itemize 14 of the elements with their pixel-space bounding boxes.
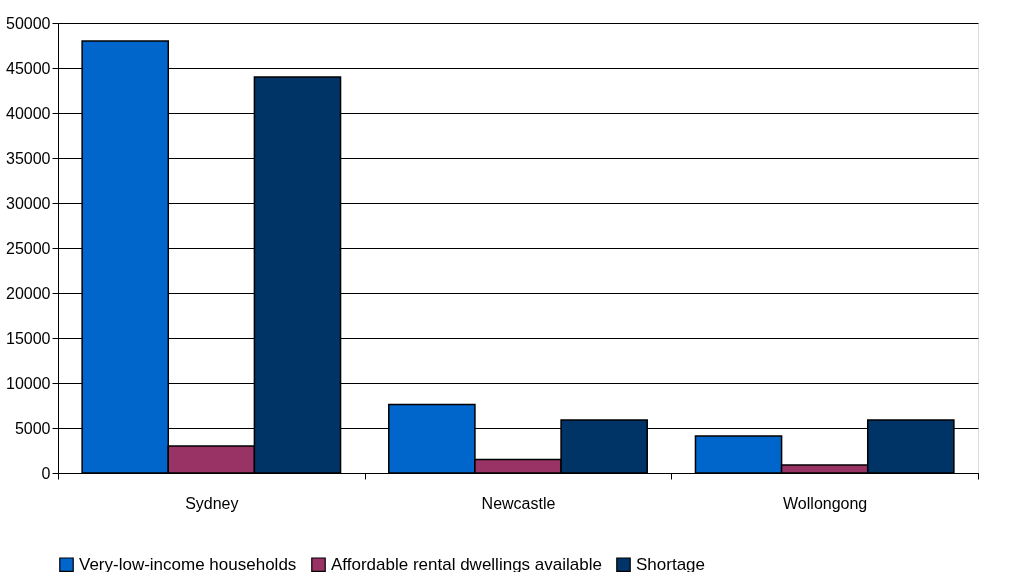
y-tick-label: 30000 <box>6 194 51 212</box>
y-tick-label: 50000 <box>6 14 51 32</box>
y-tick-label: 45000 <box>6 59 51 77</box>
y-tick-label: 25000 <box>6 239 51 257</box>
y-tick-label: 5000 <box>14 419 51 437</box>
y-tick-label: 0 <box>41 464 51 482</box>
y-tick-label: 15000 <box>6 329 51 347</box>
x-tick-label: Newcastle <box>481 494 556 512</box>
x-tick-label: Wollongong <box>783 494 868 512</box>
y-tick-label: 20000 <box>6 284 51 302</box>
y-tick-label: 35000 <box>6 149 51 167</box>
y-tick-label: 10000 <box>6 374 51 392</box>
y-tick-label: 40000 <box>6 104 51 122</box>
x-tick-label: Sydney <box>185 494 239 512</box>
